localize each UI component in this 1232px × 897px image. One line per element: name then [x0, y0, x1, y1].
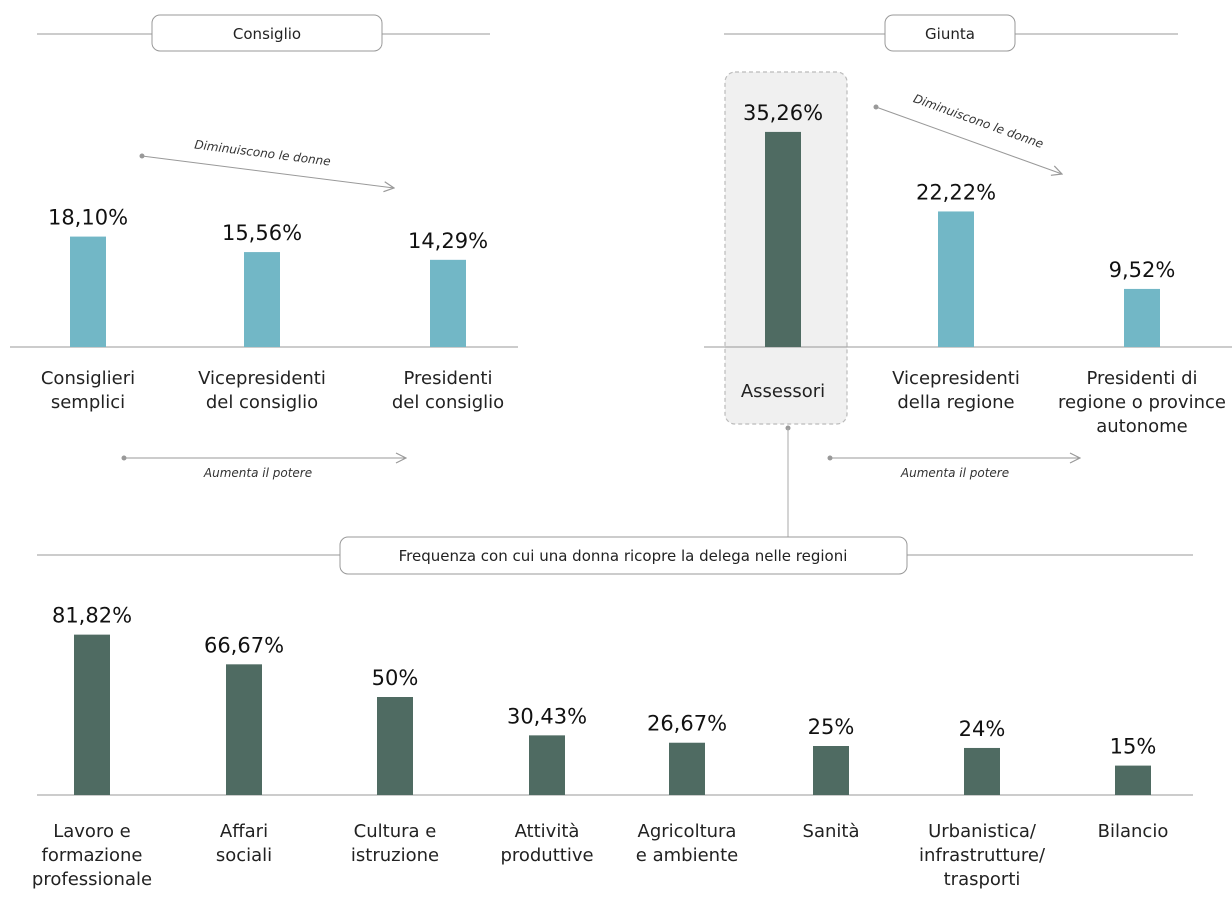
chart-marks: 18,10% Consiglieri semplici 15,56% Vicepresi…	[32, 101, 1226, 890]
deleghe-category-label-6-line-1: Sanità	[803, 821, 860, 842]
deleghe-category-label-5-line-1: Agricoltura	[638, 821, 737, 842]
deleghe-bar-2	[226, 664, 262, 795]
consiglio-category-label-3-line-1: Presidenti	[404, 368, 493, 389]
deleghe-bar-6	[813, 746, 849, 795]
deleghe-category-label-5-line-2: e ambiente	[636, 845, 738, 866]
consiglio-bar-2	[244, 252, 280, 347]
deleghe-category-label-7-line-1: Urbanistica/	[928, 821, 1037, 842]
deleghe-value-label-2: 66,67%	[204, 633, 284, 657]
consiglio-top-note: Diminuiscono le donne	[194, 137, 332, 168]
deleghe-value-label-3: 50%	[372, 666, 419, 690]
deleghe-value-label-8: 15%	[1110, 735, 1157, 759]
giunta-top-arrow	[875, 106, 1062, 174]
consiglio-category-label-3-line-2: del consiglio	[392, 392, 504, 413]
giunta-category-label-3-line-2: regione o province	[1058, 392, 1226, 413]
deleghe-category-label-3-line-1: Cultura e	[354, 821, 437, 842]
giunta-value-label-1: 35,26%	[743, 101, 823, 125]
giunta-bottom-note: Aumenta il potere	[900, 466, 1009, 480]
deleghe-category-label-8-line-1: Bilancio	[1098, 821, 1169, 842]
giunta-category-label-2-line-1: Vicepresidenti	[892, 368, 1020, 389]
deleghe-bar-3	[377, 697, 413, 795]
consiglio-header-box	[151, 14, 383, 52]
deleghe-category-label-1-line-2: formazione	[42, 845, 143, 866]
giunta-category-label-3-line-3: autonome	[1096, 416, 1188, 437]
giunta-bar-1	[765, 131, 801, 347]
deleghe-bar-5	[669, 742, 705, 795]
giunta-category-label-2-line-2: della regione	[897, 392, 1014, 413]
consiglio-title: Consiglio	[233, 25, 301, 43]
deleghe-category-label-4-line-1: Attività	[515, 821, 580, 842]
deleghe-bar-1	[74, 634, 110, 795]
deleghe-category-label-2-line-1: Affari	[220, 821, 268, 842]
deleghe-value-label-6: 25%	[808, 715, 855, 739]
deleghe-value-label-5: 26,67%	[647, 712, 727, 736]
consiglio-bar-3	[430, 259, 466, 347]
deleghe-bar-7	[964, 747, 1000, 795]
consiglio-value-label-1: 18,10%	[48, 206, 128, 230]
deleghe-category-label-3-line-2: istruzione	[351, 845, 439, 866]
deleghe-category-label-7-line-3: trasporti	[944, 869, 1021, 890]
giunta-value-label-2: 22,22%	[916, 180, 996, 204]
deleghe-bar-4	[529, 735, 565, 795]
consiglio-top-arrow	[141, 155, 394, 188]
consiglio-category-label-1-line-1: Consiglieri	[41, 368, 135, 389]
deleghe-category-label-1-line-3: professionale	[32, 869, 152, 890]
consiglio-bar-1	[70, 236, 106, 347]
giunta-bar-2	[938, 211, 974, 347]
giunta-category-label-1-line-1: Assessori	[741, 381, 825, 402]
giunta-value-label-3: 9,52%	[1109, 258, 1176, 282]
giunta-header-box	[884, 14, 1016, 52]
giunta-top-note: Diminuiscono le donne	[911, 91, 1045, 151]
consiglio-value-label-3: 14,29%	[408, 229, 488, 253]
deleghe-value-label-7: 24%	[959, 717, 1006, 741]
deleghe-value-label-4: 30,43%	[507, 704, 587, 728]
deleghe-category-label-4-line-2: produttive	[500, 845, 593, 866]
deleghe-bar-8	[1115, 765, 1151, 795]
deleghe-category-label-7-line-2: infrastrutture/	[919, 845, 1046, 866]
consiglio-category-label-1-line-2: semplici	[51, 392, 125, 413]
deleghe-header-box	[339, 536, 908, 575]
consiglio-category-label-2-line-1: Vicepresidenti	[198, 368, 326, 389]
deleghe-category-label-1-line-1: Lavoro e	[53, 821, 131, 842]
consiglio-bottom-note: Aumenta il potere	[203, 466, 312, 480]
giunta-title: Giunta	[925, 25, 975, 43]
giunta-category-label-3-line-1: Presidenti di	[1086, 368, 1197, 389]
consiglio-value-label-2: 15,56%	[222, 221, 302, 245]
giunta-bar-3	[1124, 288, 1160, 347]
deleghe-category-label-2-line-2: sociali	[216, 845, 272, 866]
consiglio-category-label-2-line-2: del consiglio	[206, 392, 318, 413]
deleghe-value-label-1: 81,82%	[52, 604, 132, 628]
deleghe-title: Frequenza con cui una donna ricopre la d…	[399, 547, 848, 565]
